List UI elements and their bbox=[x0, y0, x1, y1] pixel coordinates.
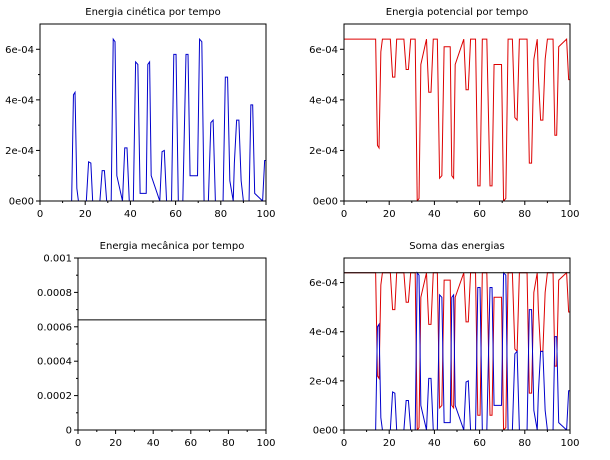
x-tick-label: 100 bbox=[560, 438, 579, 449]
y-tick-label: 0.0004 bbox=[37, 357, 72, 368]
x-tick-label: 0 bbox=[341, 438, 347, 449]
x-tick-label: 0 bbox=[341, 209, 347, 220]
x-tick-label: 0 bbox=[75, 438, 81, 449]
chart-panel-4: Soma das energias 0 20 40 60 80 100 0e00 2e-04 4e… bbox=[309, 241, 579, 449]
chart-title: Energia potencial por tempo bbox=[386, 7, 528, 18]
chart-panel-3: Energia mecânica por tempo 0 20 40 60 80 100 0 0… bbox=[37, 240, 276, 449]
series-line-1 bbox=[71, 37, 266, 201]
plot-frame bbox=[343, 257, 571, 431]
series-line-1 bbox=[344, 271, 570, 430]
y-tick-label: 2e-04 bbox=[5, 146, 34, 157]
chart-title: Energia cinética por tempo bbox=[85, 6, 220, 18]
x-tick-label: 100 bbox=[256, 438, 275, 449]
y-tick-label: 6e-04 bbox=[5, 45, 34, 56]
y-tick-label: 4e-04 bbox=[5, 95, 34, 106]
x-tick-label: 20 bbox=[79, 209, 92, 220]
series-line-2 bbox=[375, 271, 570, 430]
x-tick-label: 40 bbox=[428, 209, 441, 220]
y-tick-label: 0e00 bbox=[313, 197, 338, 208]
y-tick-label: 2e-04 bbox=[309, 376, 338, 387]
x-tick-label: 60 bbox=[473, 438, 486, 449]
y-tick-label: 0.001 bbox=[43, 254, 72, 265]
x-tick-label: 20 bbox=[383, 209, 396, 220]
series-group bbox=[344, 271, 570, 430]
y-tick-label: 0e00 bbox=[313, 426, 338, 437]
y-tick-label: 0.0002 bbox=[37, 391, 72, 402]
y-tick-label: 6e-04 bbox=[309, 45, 338, 56]
x-tick-label: 20 bbox=[109, 438, 122, 449]
x-tick-label: 60 bbox=[169, 209, 182, 220]
plot-frame bbox=[39, 23, 267, 202]
y-tick-label: 0.0006 bbox=[37, 322, 72, 333]
x-tick-label: 20 bbox=[383, 438, 396, 449]
chart-panel-2: Energia potencial por tempo 0 20 40 60 80 100 0… bbox=[309, 7, 579, 220]
y-tick-label: 0e00 bbox=[9, 197, 34, 208]
series-line-1 bbox=[344, 38, 570, 201]
x-tick-label: 60 bbox=[473, 209, 486, 220]
x-tick-label: 60 bbox=[184, 438, 197, 449]
x-tick-label: 80 bbox=[222, 438, 235, 449]
series-group bbox=[344, 38, 570, 201]
chart-title: Energia mecânica por tempo bbox=[100, 240, 245, 252]
x-tick-label: 100 bbox=[560, 209, 579, 220]
y-tick-label: 2e-04 bbox=[309, 146, 338, 157]
x-tick-label: 40 bbox=[124, 209, 137, 220]
x-tick-label: 80 bbox=[518, 438, 531, 449]
x-tick-label: 80 bbox=[214, 209, 227, 220]
chart-panel-1: Energia cinética por tempo 0 20 40 60 80 100 0e… bbox=[5, 6, 275, 220]
x-tick-label: 100 bbox=[256, 209, 275, 220]
plot-frame bbox=[343, 23, 571, 202]
y-tick-label: 6e-04 bbox=[309, 278, 338, 289]
y-tick-label: 4e-04 bbox=[309, 327, 338, 338]
y-tick-label: 4e-04 bbox=[309, 95, 338, 106]
y-tick-label: 0.0008 bbox=[37, 288, 72, 299]
series-group bbox=[71, 37, 266, 201]
x-tick-label: 80 bbox=[518, 209, 531, 220]
x-tick-label: 40 bbox=[147, 438, 160, 449]
y-tick-label: 0 bbox=[66, 426, 72, 437]
x-tick-label: 40 bbox=[428, 438, 441, 449]
plot-frame bbox=[77, 257, 267, 431]
chart-title: Soma das energias bbox=[409, 241, 504, 252]
x-tick-label: 0 bbox=[37, 209, 43, 220]
